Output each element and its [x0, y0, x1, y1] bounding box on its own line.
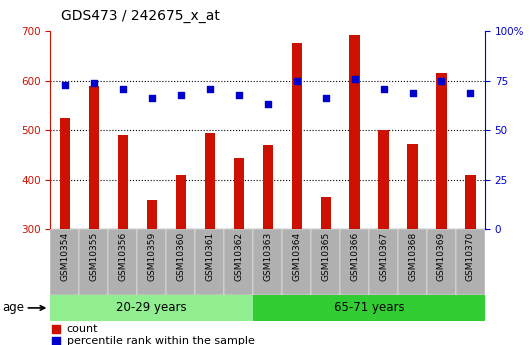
Point	[408, 90, 417, 95]
Bar	[427, 229, 456, 295]
Text: GSM10366: GSM10366	[350, 231, 359, 280]
Point	[350, 76, 359, 81]
Bar	[137, 229, 166, 295]
Bar	[369, 229, 398, 295]
Point	[60, 82, 69, 87]
Point	[321, 96, 330, 101]
Point	[51, 338, 60, 343]
Text: GSM10364: GSM10364	[292, 231, 301, 280]
Bar	[118, 135, 128, 229]
Text: percentile rank within the sample: percentile rank within the sample	[67, 336, 255, 345]
Bar	[50, 295, 253, 321]
Bar	[166, 229, 195, 295]
Point	[263, 102, 272, 107]
Point	[234, 92, 243, 97]
Point	[176, 92, 185, 97]
Text: GSM10368: GSM10368	[408, 231, 417, 280]
Text: GSM10370: GSM10370	[466, 231, 475, 280]
Point	[51, 326, 60, 332]
Bar	[340, 229, 369, 295]
Text: GSM10356: GSM10356	[118, 231, 127, 280]
Bar	[60, 118, 70, 229]
Bar	[292, 43, 302, 229]
Bar	[436, 73, 447, 229]
Text: GSM10362: GSM10362	[234, 231, 243, 280]
Point	[466, 90, 475, 95]
Text: age: age	[3, 302, 25, 314]
Text: GSM10361: GSM10361	[205, 231, 214, 280]
Bar	[398, 229, 427, 295]
Bar	[89, 86, 99, 229]
Text: GSM10369: GSM10369	[437, 231, 446, 280]
Bar	[50, 229, 80, 295]
Text: GSM10367: GSM10367	[379, 231, 388, 280]
Point	[147, 96, 156, 101]
Bar	[321, 197, 331, 229]
Point	[206, 86, 214, 91]
Bar	[282, 229, 311, 295]
Text: count: count	[67, 324, 99, 334]
Bar	[195, 229, 224, 295]
Text: GSM10363: GSM10363	[263, 231, 272, 280]
Bar	[253, 229, 282, 295]
Bar	[224, 229, 253, 295]
Bar	[205, 133, 215, 229]
Bar	[262, 145, 273, 229]
Text: GSM10359: GSM10359	[147, 231, 156, 280]
Text: GSM10365: GSM10365	[321, 231, 330, 280]
Bar	[456, 229, 485, 295]
Text: 20-29 years: 20-29 years	[117, 302, 187, 314]
Bar	[175, 175, 186, 229]
Text: GDS473 / 242675_x_at: GDS473 / 242675_x_at	[61, 9, 220, 23]
Text: 65-71 years: 65-71 years	[334, 302, 404, 314]
Point	[437, 78, 446, 83]
Bar	[147, 200, 157, 229]
Text: GSM10354: GSM10354	[60, 231, 69, 280]
Point	[90, 80, 98, 85]
Bar	[108, 229, 137, 295]
Bar	[378, 130, 388, 229]
Point	[119, 86, 127, 91]
Bar	[80, 229, 108, 295]
Bar	[349, 35, 360, 229]
Point	[379, 86, 388, 91]
Bar	[311, 229, 340, 295]
Bar	[465, 175, 475, 229]
Text: GSM10360: GSM10360	[176, 231, 185, 280]
Text: GSM10355: GSM10355	[90, 231, 98, 280]
Point	[293, 78, 301, 83]
Bar	[253, 295, 485, 321]
Bar	[234, 158, 244, 229]
Bar	[408, 144, 418, 229]
